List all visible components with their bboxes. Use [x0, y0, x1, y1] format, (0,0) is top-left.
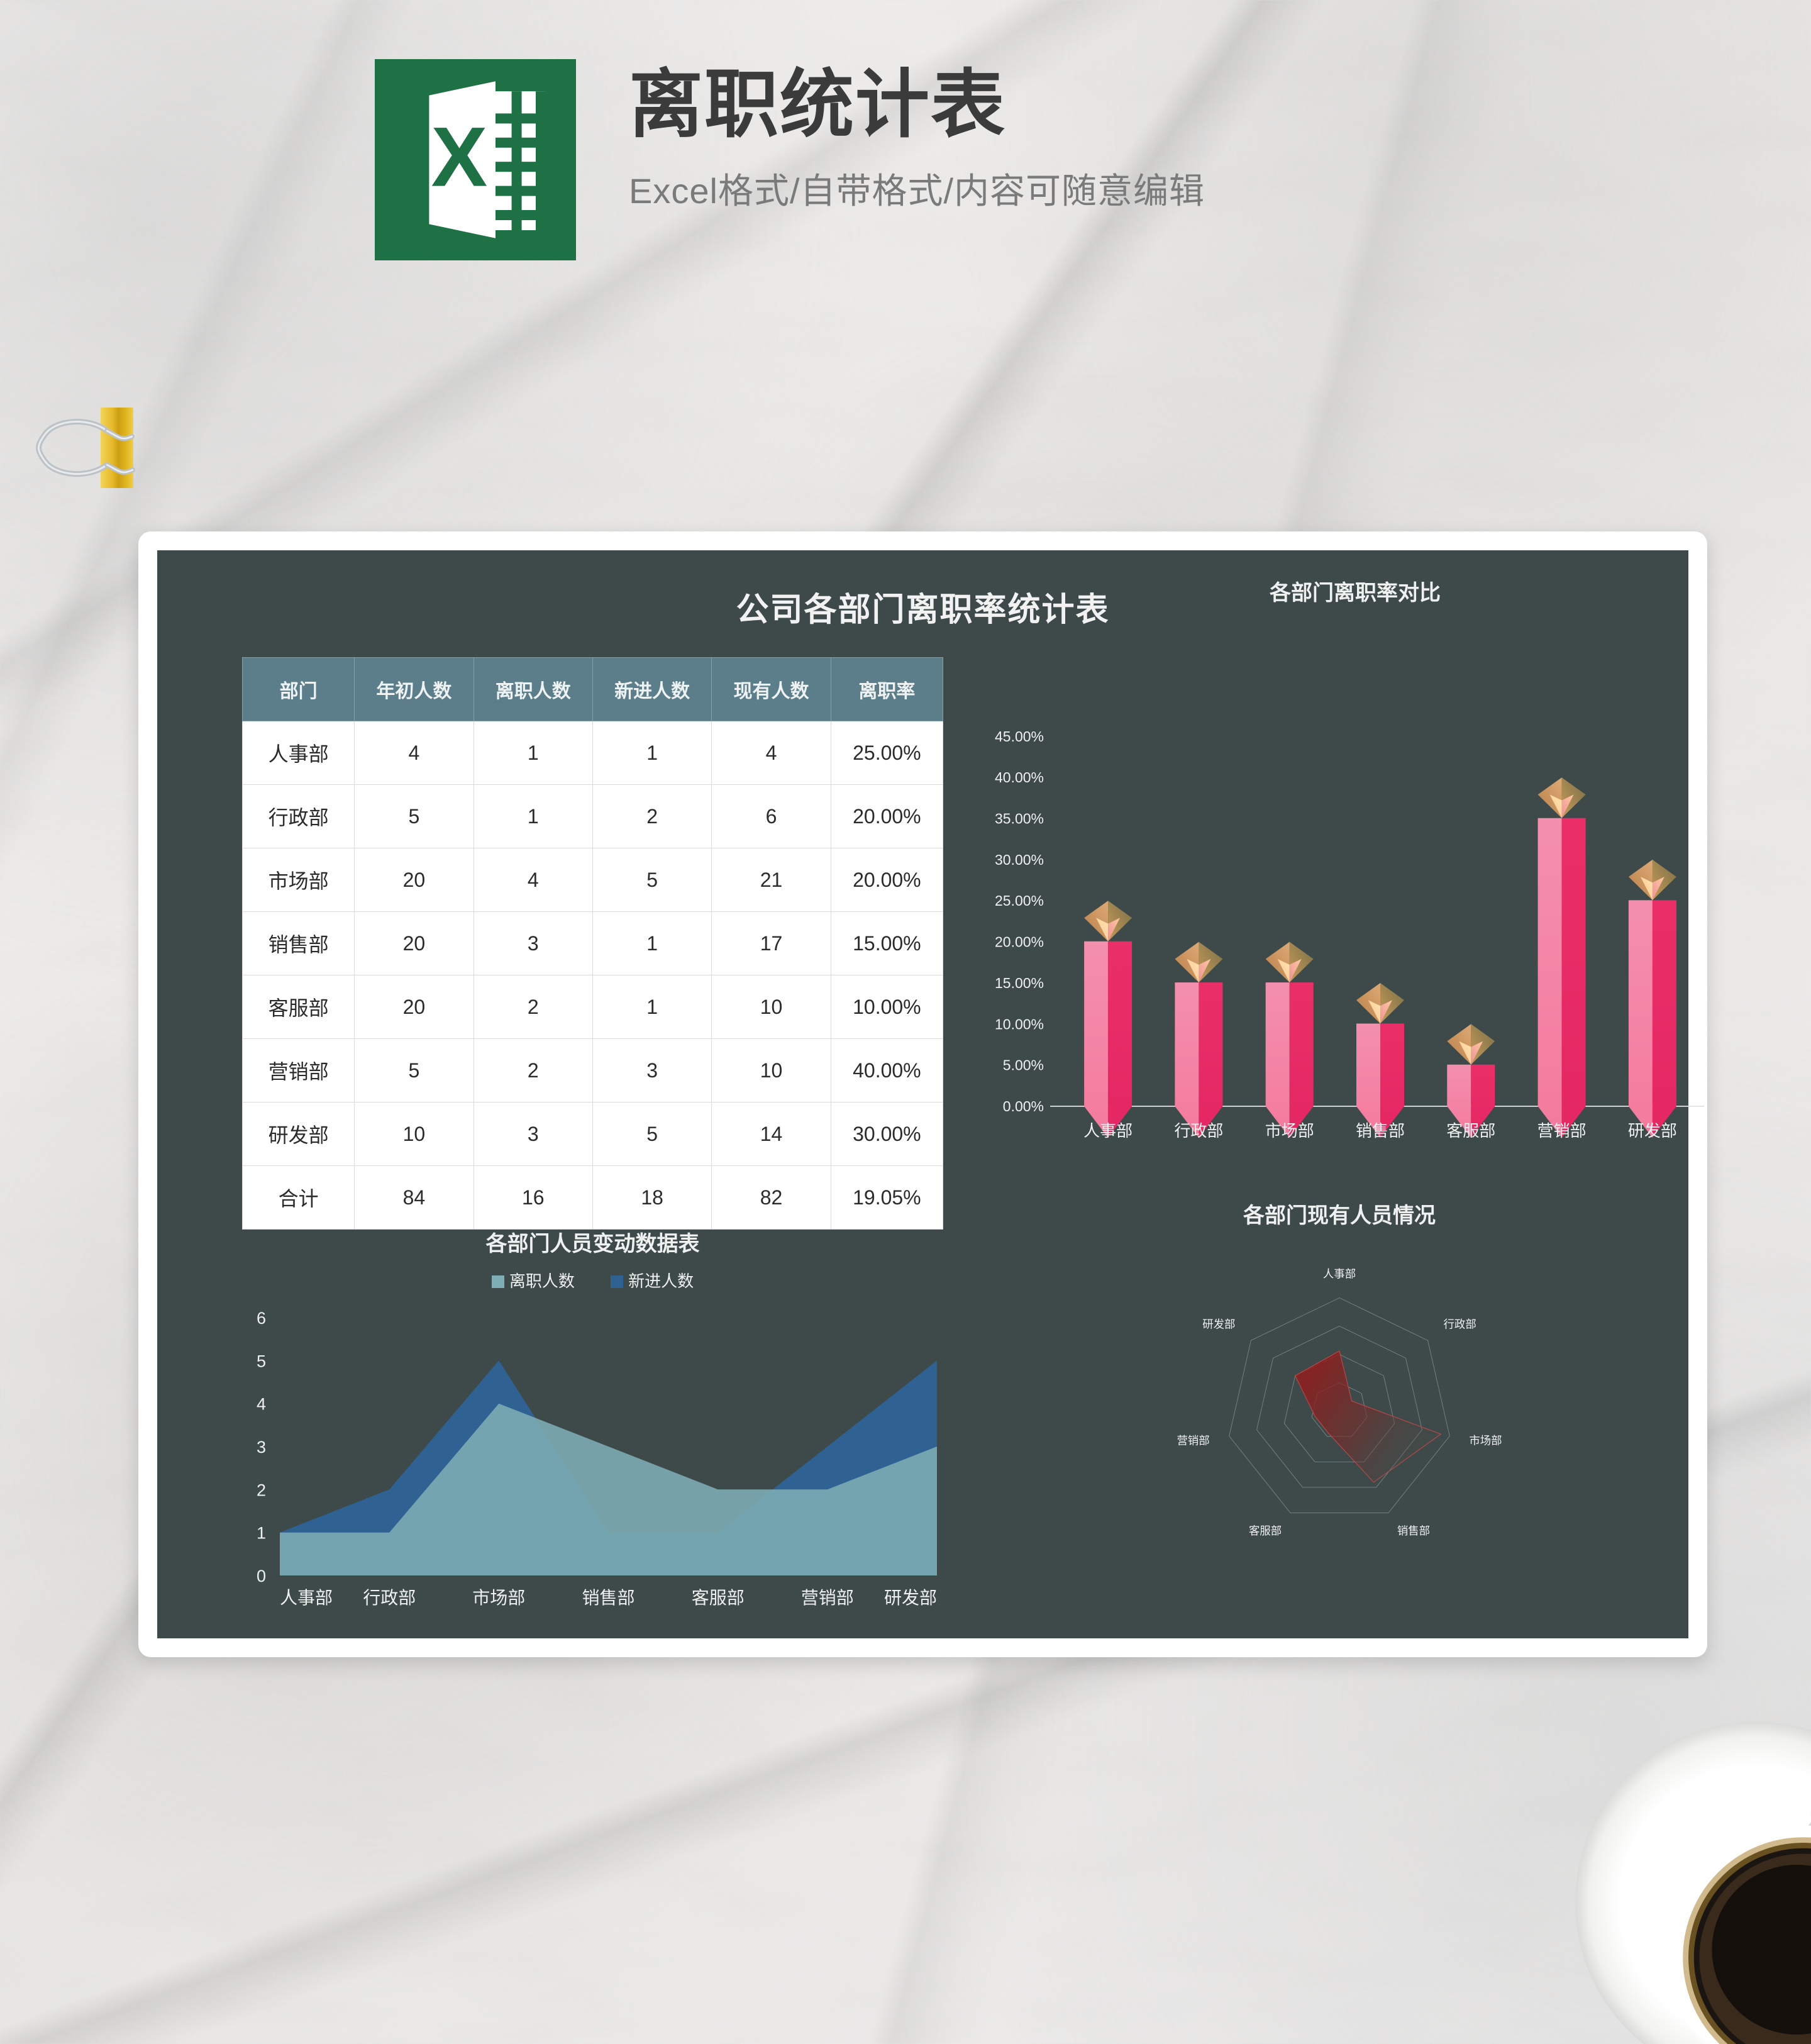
svg-text:35.00%: 35.00% [995, 811, 1044, 827]
svg-text:人事部: 人事部 [280, 1588, 333, 1608]
svg-text:研发部: 研发部 [1628, 1121, 1677, 1140]
svg-text:40.00%: 40.00% [995, 769, 1044, 786]
svg-text:客服部: 客服部 [1249, 1525, 1282, 1537]
svg-text:销售部: 销售部 [582, 1588, 634, 1608]
svg-text:10.00%: 10.00% [995, 1016, 1044, 1032]
svg-text:1: 1 [257, 1524, 266, 1543]
svg-text:销售部: 销售部 [1397, 1525, 1430, 1537]
svg-text:25.00%: 25.00% [995, 892, 1044, 909]
svg-text:客服部: 客服部 [692, 1588, 745, 1608]
svg-text:5.00%: 5.00% [1003, 1057, 1044, 1074]
svg-text:市场部: 市场部 [472, 1588, 525, 1608]
svg-text:销售部: 销售部 [1356, 1121, 1405, 1140]
svg-text:2: 2 [257, 1480, 266, 1499]
svg-text:行政部: 行政部 [1444, 1318, 1476, 1330]
svg-text:营销部: 营销部 [801, 1588, 854, 1608]
svg-text:营销部: 营销部 [1537, 1121, 1587, 1140]
svg-text:市场部: 市场部 [1265, 1121, 1314, 1140]
svg-text:5: 5 [257, 1352, 266, 1370]
svg-text:人事部: 人事部 [1323, 1268, 1356, 1280]
svg-text:人事部: 人事部 [1083, 1121, 1133, 1140]
svg-text:4: 4 [257, 1395, 266, 1414]
svg-text:0: 0 [257, 1567, 266, 1586]
svg-text:20.00%: 20.00% [995, 934, 1044, 950]
svg-text:6: 6 [257, 1309, 266, 1328]
svg-text:市场部: 市场部 [1469, 1434, 1502, 1447]
svg-text:X: X [431, 110, 488, 204]
svg-text:0.00%: 0.00% [1003, 1098, 1044, 1114]
svg-text:研发部: 研发部 [884, 1588, 937, 1608]
svg-text:研发部: 研发部 [1202, 1318, 1235, 1330]
svg-text:客服部: 客服部 [1446, 1121, 1495, 1140]
svg-text:行政部: 行政部 [363, 1588, 416, 1608]
svg-text:行政部: 行政部 [1174, 1121, 1223, 1140]
svg-text:30.00%: 30.00% [995, 852, 1044, 868]
svg-text:45.00%: 45.00% [995, 728, 1044, 745]
svg-text:15.00%: 15.00% [995, 975, 1044, 991]
svg-text:3: 3 [257, 1438, 266, 1457]
svg-text:营销部: 营销部 [1177, 1434, 1209, 1447]
